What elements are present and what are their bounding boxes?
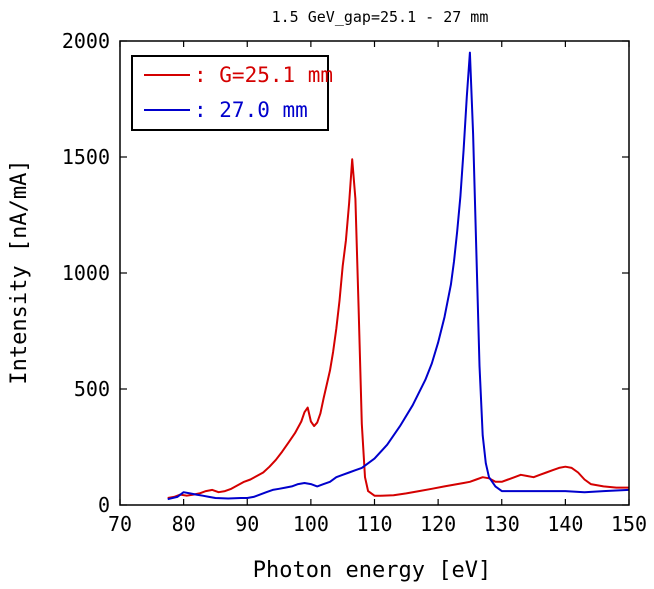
x-axis-label: Photon energy [eV] [253,558,491,583]
series-line-1 [167,51,630,501]
x-tick-label: 90 [235,512,259,536]
y-axis-label: Intensity [nA/mA] [7,159,32,384]
x-tick-label: 70 [108,512,132,536]
plot-frame [119,40,630,506]
y-tick-label: 0 [98,493,110,517]
chart-title: 1.5 GeV_gap=25.1 - 27 mm [272,8,489,26]
series-line-0 [167,158,629,499]
y-tick-label: 500 [74,377,110,401]
y-tick-label: 2000 [62,29,110,53]
x-tick-label: 140 [547,512,583,536]
legend-box [131,55,329,131]
x-tick-label: 110 [356,512,392,536]
legend-label-27mm: : 27.0 mm [194,98,308,122]
x-tick-label: 100 [293,512,329,536]
y-tick-label: 1000 [62,261,110,285]
legend-label-g25: : G=25.1 mm [194,63,333,87]
legend: : G=25.1 mm : 27.0 mm [131,55,333,131]
y-tick-label: 1500 [62,145,110,169]
x-tick-label: 130 [484,512,520,536]
x-tick-label: 120 [420,512,456,536]
x-tick-label: 80 [172,512,196,536]
x-tick-label: 150 [611,512,647,536]
